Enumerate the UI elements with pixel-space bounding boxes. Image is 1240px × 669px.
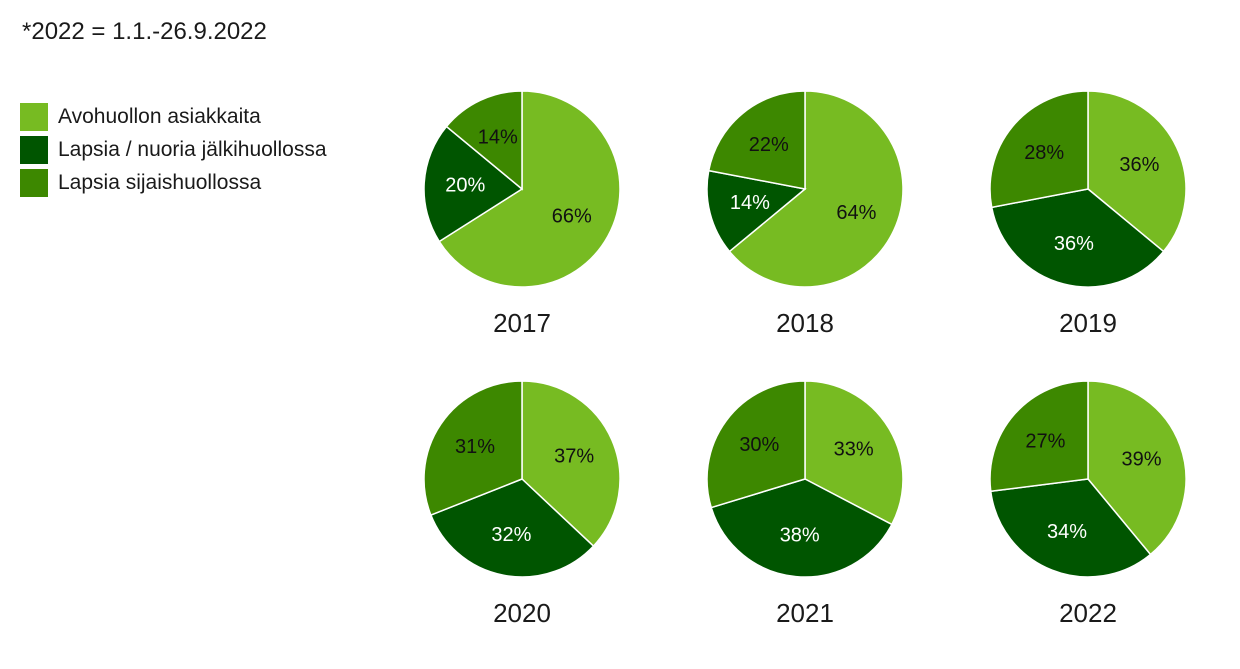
legend-label: Lapsia sijaishuollossa (58, 170, 262, 194)
pie-slice[interactable] (706, 169, 807, 253)
slice-label: 14% (730, 192, 770, 214)
pie-slice[interactable] (438, 90, 621, 288)
slice-label: 37% (554, 445, 594, 467)
slice-label: 22% (749, 134, 789, 156)
footnote: *2022 = 1.1.-26.9.2022 (22, 18, 267, 45)
slice-label: 32% (491, 524, 531, 546)
pie-slice[interactable] (423, 380, 523, 517)
legend-item[interactable]: Lapsia sijaishuollossa (20, 166, 327, 199)
pie-year-label: 2020 (493, 598, 551, 628)
legend: Avohuollon asiakkaita Lapsia / nuoria jä… (20, 100, 327, 199)
legend-swatch (20, 168, 48, 197)
pie-slice[interactable] (989, 90, 1089, 209)
pie-slice[interactable] (423, 125, 524, 243)
slice-label: 64% (836, 202, 876, 224)
pie-slice[interactable] (728, 90, 904, 288)
legend-swatch (20, 135, 48, 164)
legend-item[interactable]: Lapsia / nuoria jälkihuollossa (20, 133, 327, 166)
pie-slice[interactable] (707, 90, 806, 190)
pie-slice[interactable] (1087, 380, 1187, 556)
slice-label: 34% (1047, 521, 1087, 543)
slice-label: 27% (1025, 430, 1065, 452)
pie-slice[interactable] (989, 478, 1152, 578)
slice-label: 66% (552, 205, 592, 227)
pie-year-label: 2017 (493, 308, 551, 338)
slice-label: 20% (445, 174, 485, 196)
pie-2017: 66% 20% 14% 2017 (423, 90, 621, 338)
pie-slice[interactable] (1087, 90, 1187, 253)
slice-label: 39% (1121, 449, 1161, 471)
pie-slice[interactable] (804, 380, 904, 526)
pie-slice[interactable] (445, 90, 523, 191)
pie-2020: 37% 32% 31% 2020 (423, 380, 621, 628)
pie-2018: 64% 14% 22% 2018 (706, 90, 904, 338)
pie-2019: 36% 36% 28% 2019 (989, 90, 1187, 338)
slice-label: 33% (834, 439, 874, 461)
slice-label: 14% (478, 127, 518, 149)
pie-year-label: 2022 (1059, 598, 1117, 628)
pie-slice[interactable] (429, 478, 595, 578)
pie-year-label: 2019 (1059, 308, 1117, 338)
pie-2022: 39% 34% 27% 2022 (989, 380, 1187, 628)
pie-slice[interactable] (521, 380, 621, 548)
slice-label: 38% (780, 525, 820, 547)
slice-label: 31% (455, 436, 495, 458)
legend-item[interactable]: Avohuollon asiakkaita (20, 100, 327, 133)
pie-slice[interactable] (989, 380, 1089, 493)
legend-label: Avohuollon asiakkaita (58, 104, 261, 128)
slice-label: 36% (1119, 154, 1159, 176)
slice-label: 30% (739, 434, 779, 456)
pie-slice[interactable] (990, 188, 1165, 288)
slice-label: 36% (1054, 233, 1094, 255)
pie-year-label: 2021 (776, 598, 834, 628)
slice-label: 28% (1024, 142, 1064, 164)
pie-slice[interactable] (710, 478, 893, 578)
pie-slice[interactable] (706, 380, 806, 509)
pie-2021: 33% 38% 30% 2021 (706, 380, 904, 628)
pie-year-label: 2018 (776, 308, 834, 338)
legend-label: Lapsia / nuoria jälkihuollossa (58, 137, 327, 161)
legend-swatch (20, 102, 48, 131)
